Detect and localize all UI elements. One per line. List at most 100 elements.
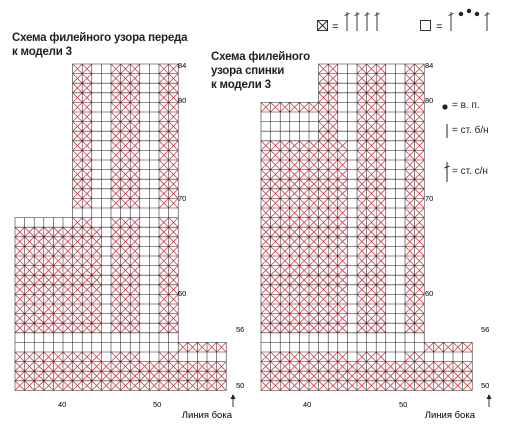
back-grid-cell — [270, 140, 281, 151]
back-grid-cell — [299, 274, 310, 286]
front-grid-cell — [168, 236, 179, 247]
back-grid-cell — [308, 236, 319, 247]
front-grid-cell — [158, 111, 169, 122]
front-grid-cell — [149, 342, 159, 352]
front-grid-cell — [120, 246, 131, 257]
front-grid-cell — [139, 284, 150, 295]
front-grid-cell — [72, 63, 83, 74]
front-grid-cell — [101, 352, 111, 362]
back-grid-cell — [260, 150, 271, 161]
front-grid-cell — [216, 342, 227, 353]
front-grid-cell — [168, 380, 179, 391]
front-grid-cell — [14, 351, 25, 362]
back-grid-cell — [443, 342, 454, 353]
back-grid-cell — [318, 294, 329, 305]
front-grid-cell — [43, 246, 54, 257]
front-grid-cell — [139, 275, 150, 285]
front-grid-cell — [110, 188, 121, 199]
back-grid-cell — [260, 313, 271, 324]
front-grid-cell — [72, 217, 83, 228]
front-grid-cell — [91, 342, 102, 352]
back-row-label-80: 80 — [425, 96, 433, 105]
front-grid-cell — [72, 255, 83, 266]
front-side-arrow-icon — [230, 394, 236, 407]
back-grid-cell — [318, 150, 329, 161]
front-grid-cell — [33, 265, 45, 276]
back-grid-cell — [299, 131, 309, 141]
front-grid-cell — [81, 188, 93, 199]
back-grid-cell — [414, 121, 425, 132]
front-grid-cell — [72, 82, 83, 94]
back-grid-cell — [385, 284, 396, 295]
front-grid-cell — [158, 265, 169, 276]
front-grid-cell — [72, 332, 83, 343]
front-grid-cell — [149, 121, 159, 132]
front-grid-cell — [72, 150, 83, 161]
back-grid-cell — [299, 246, 310, 257]
front-grid-cell — [110, 102, 121, 113]
front-grid-cell — [91, 64, 102, 74]
back-grid-cell — [375, 140, 387, 151]
back-grid-cell — [375, 322, 387, 334]
back-grid-cell — [308, 313, 319, 324]
front-row-label-60: 60 — [178, 289, 186, 298]
back-grid-cell — [404, 73, 415, 84]
front-grid-cell — [101, 332, 111, 343]
back-grid-cell — [404, 198, 415, 209]
front-grid-cell — [177, 370, 189, 382]
front-grid-cell — [53, 313, 64, 324]
front-grid-cell — [158, 274, 169, 286]
front-grid-cell — [168, 294, 179, 305]
back-grid-cell — [299, 217, 310, 228]
front-grid-cell — [72, 198, 83, 209]
back-grid-cell — [327, 159, 339, 170]
back-grid-cell — [299, 370, 310, 382]
back-grid-cell — [260, 226, 271, 238]
back-grid-cell — [337, 370, 348, 382]
back-grid-cell — [299, 342, 309, 352]
back-grid-cell — [279, 207, 291, 218]
back-grid-cell — [395, 83, 405, 93]
front-grid-cell — [101, 160, 111, 170]
back-grid-cell — [347, 361, 358, 372]
front-grid-cell — [129, 198, 141, 209]
back-grid-cell — [366, 294, 377, 305]
legend-empty-cell-icon — [420, 20, 431, 31]
front-grid-cell — [139, 102, 150, 112]
back-grid-cell — [395, 102, 405, 112]
legend-mesh-stitch-icon — [448, 8, 490, 31]
back-grid-cell — [385, 265, 396, 276]
back-grid-cell — [279, 150, 291, 161]
back-grid-cell — [327, 265, 339, 276]
back-grid-cell — [462, 370, 473, 382]
back-grid-cell — [309, 332, 319, 343]
front-grid-cell — [168, 150, 179, 161]
front-grid-cell — [120, 102, 131, 113]
back-grid-cell — [347, 169, 357, 180]
front-grid-cell — [149, 188, 159, 199]
back-grid-cell — [327, 294, 339, 305]
back-grid-cell — [279, 255, 291, 266]
back-grid-cell — [289, 370, 300, 382]
back-grid-cell — [366, 380, 377, 391]
front-grid-cell — [91, 92, 102, 103]
front-grid-cell — [149, 284, 159, 295]
back-grid-cell — [462, 352, 473, 362]
back-grid-cell — [270, 370, 281, 382]
back-grid-cell — [327, 322, 339, 334]
front-grid-cell — [158, 73, 169, 84]
front-grid-cell — [91, 208, 102, 218]
back-grid-cell — [318, 178, 329, 190]
back-grid-cell — [337, 303, 348, 314]
back-grid-cell — [308, 150, 319, 161]
back-grid-cell — [318, 303, 329, 314]
back-grid-cell — [356, 294, 367, 305]
front-grid-cell — [53, 226, 64, 238]
front-grid-cell — [72, 370, 83, 382]
back-grid-cell — [462, 342, 473, 353]
back-grid-cell — [299, 361, 310, 372]
back-grid-cell — [299, 140, 310, 151]
front-grid-cell — [62, 294, 73, 305]
front-grid-cell — [91, 255, 102, 266]
back-grid-cell — [404, 361, 415, 372]
